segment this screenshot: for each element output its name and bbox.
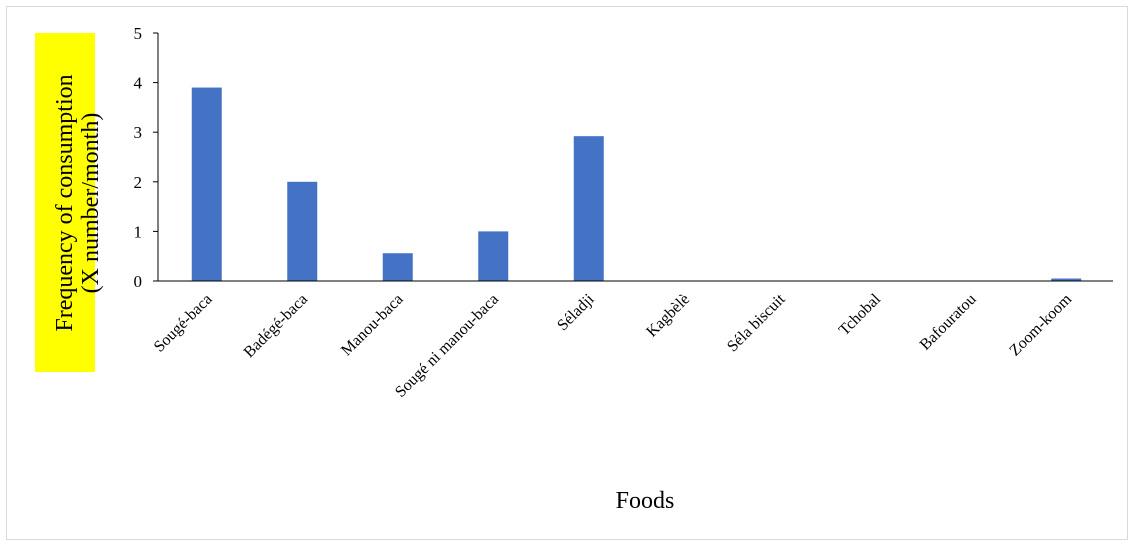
y-tick-label: 3 [134,123,143,142]
x-category-label: Bafouratou [917,291,980,354]
x-category-label: Sougé ni manou-baca [392,291,502,401]
bar [287,182,317,281]
bar [574,136,604,281]
bar [192,88,222,281]
y-tick-label: 5 [134,24,143,43]
bar [478,231,508,281]
y-tick-label: 0 [134,272,143,291]
y-axis-label-line2: (X number/month) [78,113,104,294]
y-tick-label: 2 [134,173,143,192]
x-category-label: Zoom-koom [1006,290,1075,359]
x-category-label: Manou-baca [338,291,407,360]
x-category-label: Badégé-baca [241,291,311,361]
x-category-label: Séla biscuit [724,290,789,355]
bar [383,253,413,281]
x-category-label: Kagbèlè [643,291,693,341]
x-category-label: Sougé-baca [151,291,216,356]
y-axis-ticks: 0 1 2 3 4 5 [134,24,159,291]
y-tick-label: 4 [134,74,143,93]
x-category-label: Tchobal [836,290,885,339]
x-category-label: Séladji [554,290,598,334]
y-tick-label: 1 [134,222,143,241]
bars-group [192,88,1082,281]
x-axis-label: Foods [616,488,675,514]
y-axis-label-line1: Frequency of consumption [52,74,78,331]
